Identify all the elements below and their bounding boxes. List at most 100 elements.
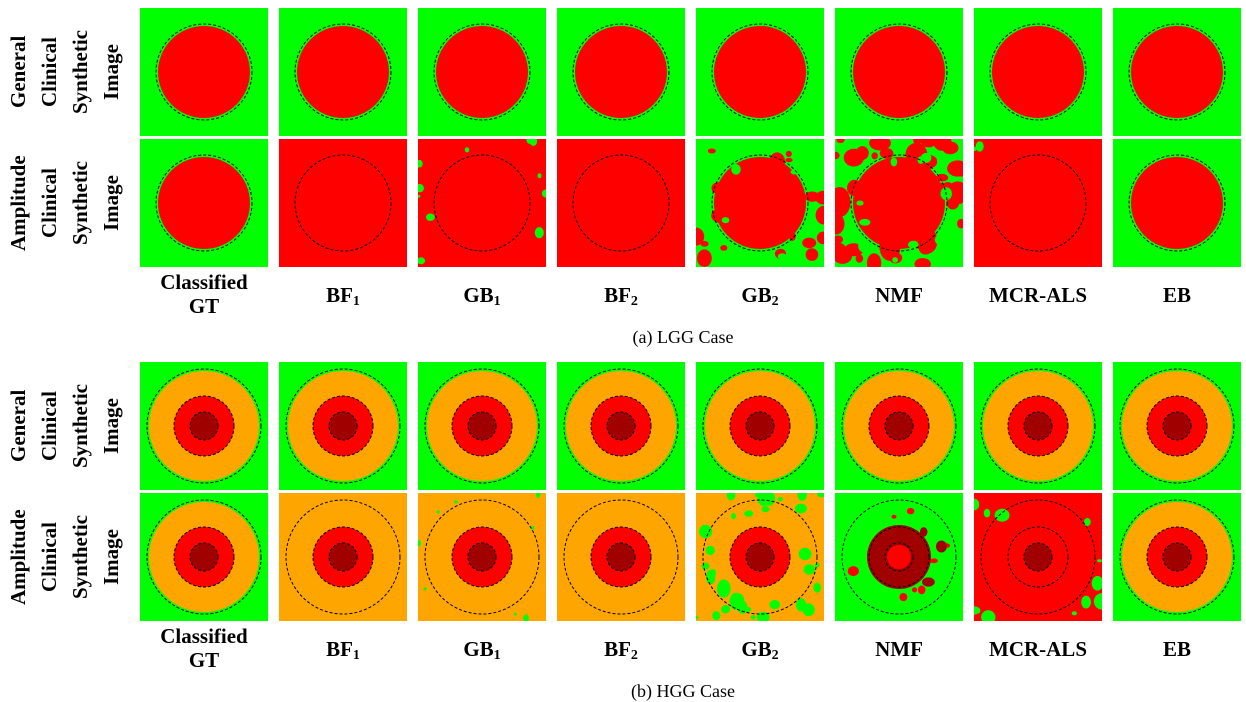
noise-blob [798,547,812,561]
noise-blob [859,218,871,226]
ground-truth-boundary [285,368,401,484]
noise-blob [1071,611,1077,616]
noise-blob [761,506,770,513]
column-label-text: GB [463,637,494,661]
column-label: BF2 [553,283,689,309]
ground-truth-boundary [294,154,392,252]
ground-truth-boundary [189,411,219,441]
column-label-line: Classified [160,270,248,294]
subfigure-caption: (b) HGG Case [631,681,735,701]
noise-blob [917,585,926,595]
noise-blob [701,188,713,201]
necrosis-region [329,543,357,571]
ground-truth-boundary [572,23,670,121]
ground-truth-boundary [1023,411,1053,441]
column-label-line: GT [188,648,220,672]
ground-truth-boundary [1162,411,1192,441]
noise-blob [785,150,792,157]
ground-truth-boundary [1023,542,1053,572]
noise-blob [871,152,878,160]
column-label-text: NMF [875,283,923,307]
row-label: Amplitude Clinical Synthetic Image [6,139,134,267]
segmentation-map [974,362,1102,490]
row-label-line: Synthetic [68,161,92,245]
ground-truth-boundary [572,154,670,252]
segmentation-map [696,493,824,621]
ground-truth-boundary [285,499,401,615]
noise-blob [797,493,807,501]
ground-truth-boundary [989,23,1087,121]
row-label: Amplitude Clinical Synthetic Image [6,493,134,621]
noise-blob [908,240,919,249]
noise-blob [957,218,963,229]
ground-truth-boundary [841,368,957,484]
ground-truth-boundary [467,542,497,572]
column-label: GB2 [692,637,828,663]
column-label: BF1 [275,283,411,309]
noise-blob [418,194,421,198]
ground-truth-boundary [424,499,540,615]
noise-blob [815,190,824,205]
segmentation-map [835,493,963,621]
column-label-subscript: 1 [493,648,501,663]
ground-truth-boundary [155,23,253,121]
ground-truth-boundary [173,526,235,588]
necrosis-region [746,412,774,440]
ground-truth-boundary [451,395,513,457]
tumor-region [714,157,806,249]
noise-blob [814,562,820,568]
noise-blob [721,217,730,224]
ground-truth-boundary [850,154,948,252]
noise-blob [835,213,845,235]
row-label-line: General [6,389,30,463]
ground-truth-boundary [1007,526,1069,588]
noise-blob [777,496,783,502]
misclassified-healthy-patches [974,498,1102,621]
noise-blob [922,577,935,587]
column-label-text: BF [604,283,631,307]
noise-blob [906,507,915,515]
noise-blob [464,147,470,153]
noise-blob [974,606,981,615]
tumor-region [158,26,250,118]
segmentation-map [140,8,268,136]
noise-blob [855,146,869,160]
column-label-subscript: 1 [493,294,501,309]
misclassified-healthy-patches [856,152,952,263]
ground-truth-boundary [606,542,636,572]
noise-blob [1093,593,1102,610]
ground-truth-boundary [711,154,809,252]
column-label: BF1 [275,637,411,663]
noise-blob [911,587,918,593]
noise-blob [918,242,933,255]
row-label-line: Clinical [37,521,61,592]
segmentation-map [279,8,407,136]
ground-truth-boundary [451,526,513,588]
tumor-region [418,139,546,267]
ground-truth-boundary [745,542,775,572]
column-label-text: EB [1162,283,1191,307]
column-label-subscript: 1 [352,294,360,309]
noise-blob [929,558,938,564]
column-label: BF2 [553,637,689,663]
row-label-line: Clinical [37,167,61,238]
ground-truth-boundary [711,23,809,121]
noise-blob [785,157,793,163]
noise-blob [802,603,815,617]
column-label: EB [1109,283,1245,307]
noise-blob [711,231,723,247]
noise-blob [805,248,819,261]
noise-blob [890,157,898,167]
column-label: MCR-ALS [970,637,1106,661]
ground-truth-boundary [328,411,358,441]
noise-blob [541,189,546,198]
column-label: GB1 [414,283,550,309]
noise-blob [706,571,716,585]
noise-blob [870,560,881,575]
segmentation-map [279,139,407,267]
necrosis-region [190,543,218,571]
noise-blob [835,151,840,160]
column-label-subscript: 1 [352,648,360,663]
ground-truth-boundary [884,411,914,441]
column-label: Classified GT [136,624,272,672]
